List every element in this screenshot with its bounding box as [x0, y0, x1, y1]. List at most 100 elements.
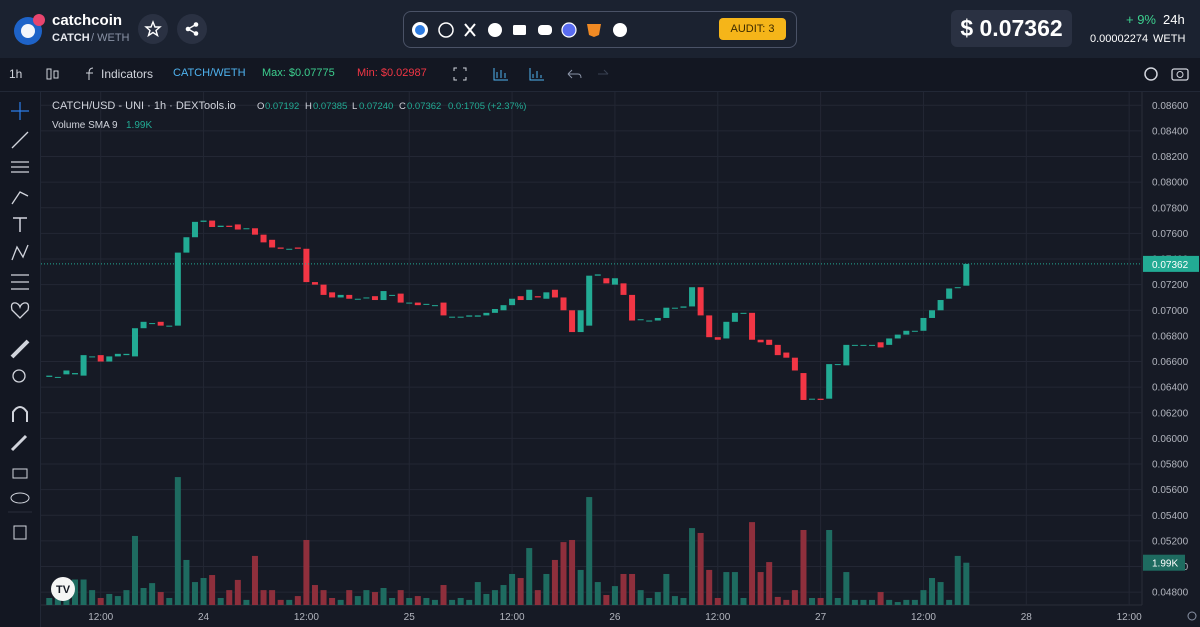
- text-tool[interactable]: [13, 217, 27, 232]
- volume-bar: [920, 590, 927, 605]
- chart-icon[interactable]: [529, 68, 544, 81]
- favorite-tools[interactable]: [10, 302, 30, 319]
- axis-labels: 0.08600 0.08400 0.08200 0.08000 0.07800 0.076…: [41, 101, 1199, 623]
- brush-tool[interactable]: [11, 191, 29, 205]
- pair-toggle[interactable]: CATCH/WETH: [173, 67, 246, 79]
- candle-body: [354, 298, 361, 300]
- visibility-tool[interactable]: [10, 492, 30, 504]
- candle-body: [329, 292, 336, 298]
- candle-body: [697, 287, 704, 316]
- candle-body: [380, 291, 387, 301]
- globe-icon[interactable]: [438, 22, 454, 38]
- indicators-icon[interactable]: [83, 66, 99, 82]
- x-tick-label: 12:00: [500, 612, 525, 623]
- chart-toolbar: 1h Indicators CATCH/WETH Max: $0.07775 M…: [0, 58, 1200, 92]
- legend-o: O: [257, 101, 264, 112]
- axis-settings[interactable]: [1187, 611, 1197, 621]
- y-tick-label: 0.07600: [1152, 229, 1189, 240]
- undo-icon[interactable]: [567, 69, 582, 79]
- interval-button[interactable]: 1h: [9, 67, 23, 81]
- volume-bar: [569, 539, 576, 605]
- legend-high: 0.07385: [313, 101, 347, 112]
- audit-badge[interactable]: AUDIT: 3: [719, 18, 786, 40]
- indicators-button[interactable]: Indicators: [101, 67, 154, 81]
- x-icon[interactable]: [464, 23, 476, 37]
- bars-icon[interactable]: [493, 68, 508, 81]
- y-tick-label: 0.07200: [1152, 280, 1189, 291]
- share-button[interactable]: [177, 14, 207, 44]
- star-icon: [144, 20, 162, 38]
- zoom-tool[interactable]: [12, 369, 26, 383]
- volume-bar: [671, 596, 678, 605]
- price-axis: [1142, 92, 1200, 627]
- forecast-tool[interactable]: [11, 274, 29, 290]
- candle-body: [483, 312, 490, 316]
- trendline-tool[interactable]: [11, 131, 29, 149]
- candle-body: [123, 353, 130, 356]
- icon-part: [46, 68, 52, 80]
- more-icon[interactable]: [613, 23, 627, 37]
- token-pair: / WETH: [91, 32, 130, 44]
- favorite-button[interactable]: [138, 14, 168, 44]
- volume-bar: [71, 579, 78, 605]
- tool-icons: [8, 102, 32, 540]
- candle-body: [834, 364, 841, 366]
- candle-body: [646, 320, 653, 322]
- volume-bar: [389, 597, 396, 605]
- volume-bar: [131, 535, 138, 605]
- candle-type-icon[interactable]: [44, 66, 60, 82]
- candle-body: [860, 344, 867, 346]
- price-change: + 9%: [1126, 12, 1156, 27]
- candle-body: [800, 373, 807, 400]
- candle-body: [269, 239, 276, 248]
- candle-body: [457, 316, 464, 318]
- volume-bar: [860, 599, 867, 605]
- legend-title: CATCH/USD - UNI · 1h · DEXTools.io: [52, 100, 236, 112]
- redo-icon[interactable]: [598, 69, 609, 75]
- crosshair-tool[interactable]: [11, 102, 29, 120]
- cmc-icon[interactable]: [561, 22, 577, 38]
- candle-body: [543, 292, 550, 299]
- volume-bar: [251, 555, 258, 605]
- weth-unit: WETH: [1153, 33, 1186, 45]
- candle-body: [509, 298, 516, 306]
- ruler-tool[interactable]: [10, 339, 30, 359]
- candle-body: [423, 303, 430, 305]
- fib-tool[interactable]: [11, 161, 29, 173]
- volume-bar: [903, 599, 910, 605]
- volume-bar: [457, 597, 464, 605]
- candle-body: [209, 220, 216, 227]
- lock-drawing-tool[interactable]: [10, 434, 28, 452]
- legend-l: L: [352, 101, 357, 112]
- candle-body: [89, 356, 96, 358]
- volume-bar: [646, 597, 653, 605]
- camera-icon[interactable]: [1171, 68, 1189, 81]
- volume-bar: [269, 590, 276, 605]
- magnet-tool[interactable]: [12, 406, 28, 422]
- candle-body: [311, 282, 318, 285]
- volume-bar: [791, 590, 798, 605]
- settings-icon[interactable]: [1144, 67, 1158, 81]
- volume-bar: [509, 573, 516, 605]
- pattern-tool[interactable]: [11, 244, 29, 261]
- discord-icon[interactable]: [538, 25, 552, 35]
- volume-bar: [560, 542, 567, 605]
- metamask-icon[interactable]: [587, 24, 601, 37]
- volume-bar: [320, 590, 327, 605]
- camera-lens: [1176, 71, 1184, 78]
- website-icon-inner: [415, 25, 425, 35]
- delete-tool[interactable]: [13, 525, 27, 540]
- tv-logo-circle: [51, 577, 75, 601]
- volume-bar: [337, 599, 344, 605]
- volume-bar: [783, 599, 790, 605]
- x-tick-label: 12:00: [705, 612, 730, 623]
- mail-icon[interactable]: [513, 25, 526, 35]
- candle-body: [877, 342, 884, 348]
- volume-bar: [929, 578, 936, 605]
- fullscreen-icon[interactable]: [453, 67, 467, 81]
- candle-body: [920, 317, 927, 331]
- telegram-icon[interactable]: [488, 23, 502, 37]
- y-tick-label: 0.05200: [1152, 536, 1189, 547]
- lock-tool[interactable]: [12, 468, 28, 479]
